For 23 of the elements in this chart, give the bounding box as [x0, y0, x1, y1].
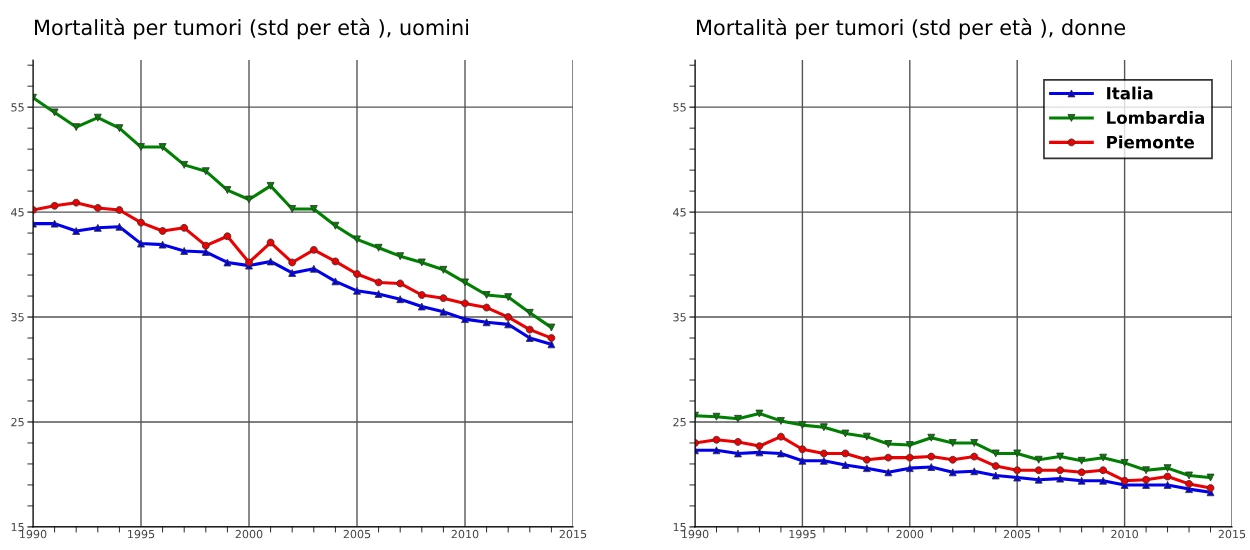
- chart-title: Mortalità per tumori (std per età ), uomini: [35, 18, 469, 40]
- y-tick-label: 45: [11, 208, 24, 217]
- legend-label: Italia: [1107, 86, 1153, 100]
- x-tick-label: 2010: [1111, 529, 1138, 539]
- y-tick-label: 35: [673, 313, 686, 322]
- x-tick-label: 2000: [896, 529, 924, 539]
- y-tick-label: 25: [11, 417, 24, 427]
- y-tick-label: 45: [673, 208, 686, 217]
- chart-title: Mortalità per tumori (std per età ), donne: [697, 18, 1126, 40]
- x-tick-label: 1995: [128, 529, 155, 539]
- x-tick-label: 2010: [451, 529, 479, 539]
- x-tick-label: 1995: [789, 529, 816, 539]
- x-tick-label: 2005: [343, 529, 371, 539]
- x-tick-label: 2000: [235, 529, 263, 539]
- legend-label: Piemonte: [1107, 135, 1194, 149]
- y-tick-label: 25: [673, 417, 686, 427]
- x-tick-label: 2015: [559, 529, 587, 539]
- y-tick-label: 55: [673, 103, 686, 112]
- x-tick-label: 2005: [1003, 529, 1031, 539]
- legend-label: Lombardia: [1107, 111, 1205, 124]
- y-tick-label: 35: [11, 313, 24, 322]
- y-tick-label: 55: [11, 103, 24, 112]
- x-tick-label: 2015: [1218, 529, 1246, 539]
